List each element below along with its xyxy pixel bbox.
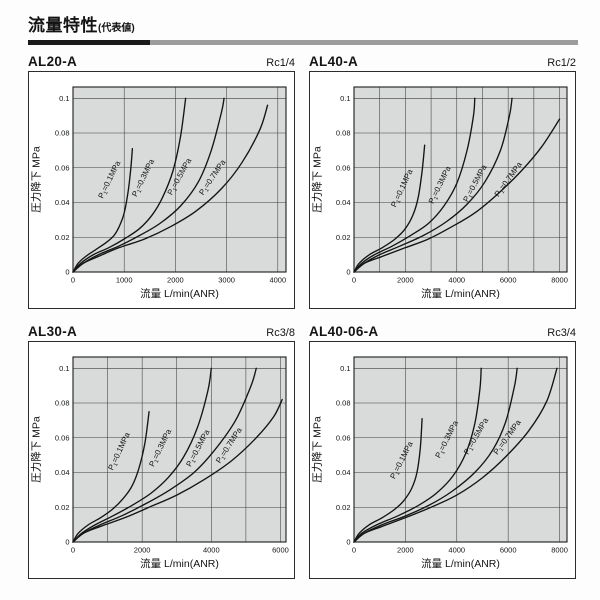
svg-text:0.06: 0.06 xyxy=(55,433,70,442)
port-size-label: Rc3/8 xyxy=(266,327,295,339)
svg-text:6000: 6000 xyxy=(500,276,517,285)
svg-text:0.08: 0.08 xyxy=(336,129,351,138)
chart-panel-al30a: AL30-A Rc3/8 P1=0.1MPa P1=0.3MPa P1=0.5MPa… xyxy=(28,321,295,579)
svg-text:0.02: 0.02 xyxy=(336,503,351,512)
svg-text:0.1: 0.1 xyxy=(59,94,69,103)
svg-text:4000: 4000 xyxy=(203,546,220,555)
svg-text:0.06: 0.06 xyxy=(55,163,70,172)
svg-text:圧力降下 MPa: 圧力降下 MPa xyxy=(30,146,43,213)
page-title-block: 流量特性(代表値) xyxy=(28,11,135,36)
svg-text:0.06: 0.06 xyxy=(336,163,351,172)
svg-text:0: 0 xyxy=(346,268,350,277)
svg-text:0.02: 0.02 xyxy=(55,233,70,242)
svg-text:0.08: 0.08 xyxy=(55,399,70,408)
svg-text:0: 0 xyxy=(71,546,75,555)
svg-text:2000: 2000 xyxy=(397,276,414,285)
svg-text:1000: 1000 xyxy=(116,276,133,285)
svg-text:0.04: 0.04 xyxy=(55,198,70,207)
chart-panel-al20a: AL20-A Rc1/4 P1=0.1MPa P1=0.3MPa P1=0.5MPa… xyxy=(28,51,295,309)
svg-text:0: 0 xyxy=(352,546,356,555)
svg-text:0.02: 0.02 xyxy=(336,233,351,242)
chart-panel-al40a: AL40-A Rc1/2 P1=0.1MPa P1=0.3MPa P1=0.5MPa… xyxy=(309,51,576,309)
port-size-label: Rc1/4 xyxy=(266,57,295,69)
chart-panel-header: AL40-A Rc1/2 xyxy=(309,51,576,69)
svg-text:2000: 2000 xyxy=(167,276,184,285)
svg-text:4000: 4000 xyxy=(448,546,465,555)
svg-text:圧力降下 MPa: 圧力降下 MPa xyxy=(30,416,43,483)
page-title: 流量特性 xyxy=(28,16,98,35)
svg-text:0.1: 0.1 xyxy=(340,94,350,103)
svg-text:流量 L/min(ANR): 流量 L/min(ANR) xyxy=(421,287,500,300)
svg-text:0.1: 0.1 xyxy=(59,364,69,373)
title-rule xyxy=(28,40,578,45)
chart-panel-header: AL20-A Rc1/4 xyxy=(28,51,295,69)
svg-text:0.08: 0.08 xyxy=(336,399,351,408)
chart-title: AL20-A xyxy=(28,54,78,69)
svg-text:圧力降下 MPa: 圧力降下 MPa xyxy=(311,416,324,483)
chart-panel-header: AL30-A Rc3/8 xyxy=(28,321,295,339)
chart-frame: P1=0.1MPa P1=0.3MPa P1=0.5MPa P1=0.7MPa 0 0.0… xyxy=(28,71,295,309)
svg-text:0: 0 xyxy=(65,268,69,277)
svg-text:2000: 2000 xyxy=(134,546,151,555)
svg-text:0.02: 0.02 xyxy=(55,503,70,512)
svg-text:流量 L/min(ANR): 流量 L/min(ANR) xyxy=(421,557,500,570)
page-title-suffix: (代表値) xyxy=(98,23,135,34)
svg-text:0: 0 xyxy=(65,538,69,547)
svg-text:0: 0 xyxy=(352,276,356,285)
svg-text:4000: 4000 xyxy=(448,276,465,285)
svg-text:圧力降下 MPa: 圧力降下 MPa xyxy=(311,146,324,213)
title-rule-black xyxy=(28,40,150,45)
svg-text:6000: 6000 xyxy=(272,546,289,555)
svg-text:0.06: 0.06 xyxy=(336,433,351,442)
port-size-label: Rc3/4 xyxy=(547,327,576,339)
svg-text:4000: 4000 xyxy=(269,276,286,285)
chart-title: AL30-A xyxy=(28,324,78,339)
chart-frame: P1=0.1MPa P1=0.3MPa P1=0.5MPa P1=0.7MPa 0 0.0… xyxy=(28,341,295,579)
svg-text:6000: 6000 xyxy=(500,546,517,555)
svg-text:0.08: 0.08 xyxy=(55,129,70,138)
chart-panel-al40-06a: AL40-06-A Rc3/4 P1=0.1MPa P1=0.3MPa P1=0.5… xyxy=(309,321,576,579)
svg-text:2000: 2000 xyxy=(397,546,414,555)
svg-text:流量 L/min(ANR): 流量 L/min(ANR) xyxy=(140,557,219,570)
svg-text:0.04: 0.04 xyxy=(336,468,351,477)
svg-text:0: 0 xyxy=(346,538,350,547)
svg-text:0.04: 0.04 xyxy=(55,468,70,477)
chart-frame: P1=0.1MPa P1=0.3MPa P1=0.5MPa P1=0.7MPa 0 0.0… xyxy=(309,71,576,309)
title-rule-gray xyxy=(150,40,578,45)
chart-frame: P1=0.1MPa P1=0.3MPa P1=0.5MPa P1=0.7MPa 0 0.0… xyxy=(309,341,576,579)
svg-text:8000: 8000 xyxy=(551,276,568,285)
svg-text:流量 L/min(ANR): 流量 L/min(ANR) xyxy=(140,287,219,300)
svg-text:0: 0 xyxy=(71,276,75,285)
port-size-label: Rc1/2 xyxy=(547,57,576,69)
chart-title: AL40-A xyxy=(309,54,359,69)
chart-title: AL40-06-A xyxy=(309,324,379,339)
svg-text:8000: 8000 xyxy=(551,546,568,555)
svg-text:0.04: 0.04 xyxy=(336,198,351,207)
chart-panel-header: AL40-06-A Rc3/4 xyxy=(309,321,576,339)
flow-chart-al20a: P1=0.1MPaP1=0.3MPaP1=0.5MPaP1=0.7MPa00.0… xyxy=(30,86,287,300)
svg-text:0.1: 0.1 xyxy=(340,364,350,373)
flow-chart-al40-06a: P1=0.1MPa P1=0.3MPa P1=0.5MPaP1=0.7MPa00.0… xyxy=(311,356,568,570)
svg-text:3000: 3000 xyxy=(218,276,235,285)
